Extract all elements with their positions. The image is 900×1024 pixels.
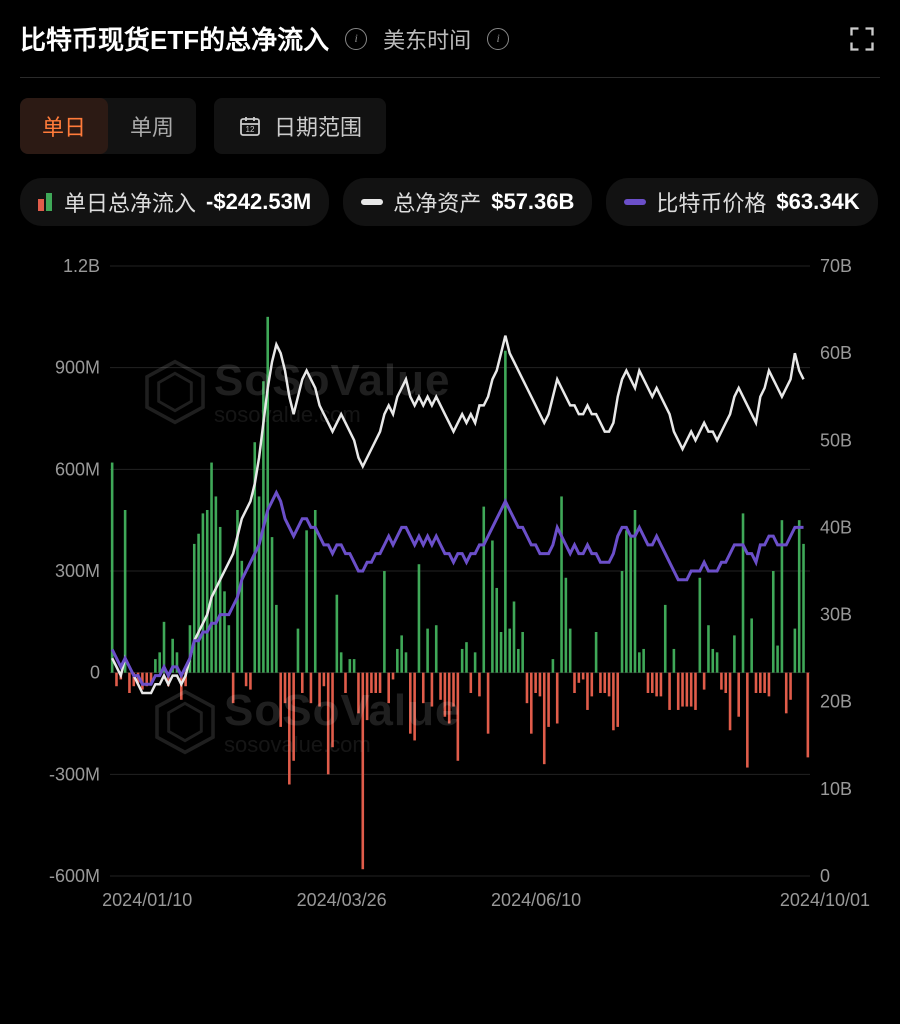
svg-text:30B: 30B xyxy=(820,605,852,625)
svg-text:20B: 20B xyxy=(820,692,852,712)
period-tabs: 单日 单周 xyxy=(20,98,196,154)
tab-weekly[interactable]: 单周 xyxy=(108,98,196,154)
svg-text:300M: 300M xyxy=(55,561,100,581)
legend-inflow[interactable]: 单日总净流入 -$242.53M xyxy=(20,178,329,226)
info-icon[interactable]: i xyxy=(487,28,509,50)
svg-text:0: 0 xyxy=(90,663,100,683)
legend-btc-value: $63.34K xyxy=(776,189,859,215)
legend-btc-label: 比特币价格 xyxy=(656,186,766,218)
svg-text:-300M: -300M xyxy=(49,764,100,784)
svg-text:600M: 600M xyxy=(55,459,100,479)
page-title: 比特币现货ETF的总净流入 xyxy=(20,20,329,57)
legend-inflow-label: 单日总净流入 xyxy=(64,186,196,218)
svg-text:2024/06/10: 2024/06/10 xyxy=(491,890,581,910)
timezone-label: 美东时间 xyxy=(383,23,471,55)
line-icon xyxy=(624,199,646,205)
legend-assets-value: $57.36B xyxy=(491,189,574,215)
legend-btc[interactable]: 比特币价格 $63.34K xyxy=(606,178,877,226)
date-range-button[interactable]: 12 日期范围 xyxy=(214,98,386,154)
svg-text:70B: 70B xyxy=(820,256,852,276)
header: 比特币现货ETF的总净流入 i 美东时间 i xyxy=(20,20,880,78)
calendar-icon: 12 xyxy=(238,114,262,138)
svg-text:900M: 900M xyxy=(55,358,100,378)
tab-daily[interactable]: 单日 xyxy=(20,98,108,154)
legend: 单日总净流入 -$242.53M 总净资产 $57.36B 比特币价格 $63.… xyxy=(20,178,880,226)
line-icon xyxy=(361,199,383,205)
svg-text:0: 0 xyxy=(820,866,830,886)
svg-text:60B: 60B xyxy=(820,343,852,363)
svg-text:2024/01/10: 2024/01/10 xyxy=(102,890,192,910)
date-range-label: 日期范围 xyxy=(274,110,362,142)
info-icon[interactable]: i xyxy=(345,28,367,50)
svg-text:10B: 10B xyxy=(820,779,852,799)
controls-row: 单日 单周 12 日期范围 xyxy=(20,98,880,154)
svg-text:40B: 40B xyxy=(820,517,852,537)
svg-text:2024/10/01: 2024/10/01 xyxy=(780,890,870,910)
bars-icon xyxy=(38,193,54,211)
svg-text:2024/03/26: 2024/03/26 xyxy=(297,890,387,910)
legend-assets[interactable]: 总净资产 $57.36B xyxy=(343,178,592,226)
svg-text:12: 12 xyxy=(246,125,255,134)
fullscreen-button[interactable] xyxy=(844,21,880,57)
legend-assets-label: 总净资产 xyxy=(393,186,481,218)
chart: SoSoValue sosovalue.com SoSoValue sosova… xyxy=(20,256,880,916)
legend-inflow-value: -$242.53M xyxy=(206,189,311,215)
chart-svg: -600M -300M 0 300M 600M 900M 1.2B 0 10B 20B 30B 40B… xyxy=(20,256,880,916)
svg-text:50B: 50B xyxy=(820,430,852,450)
svg-text:-600M: -600M xyxy=(49,866,100,886)
svg-text:1.2B: 1.2B xyxy=(63,256,100,276)
